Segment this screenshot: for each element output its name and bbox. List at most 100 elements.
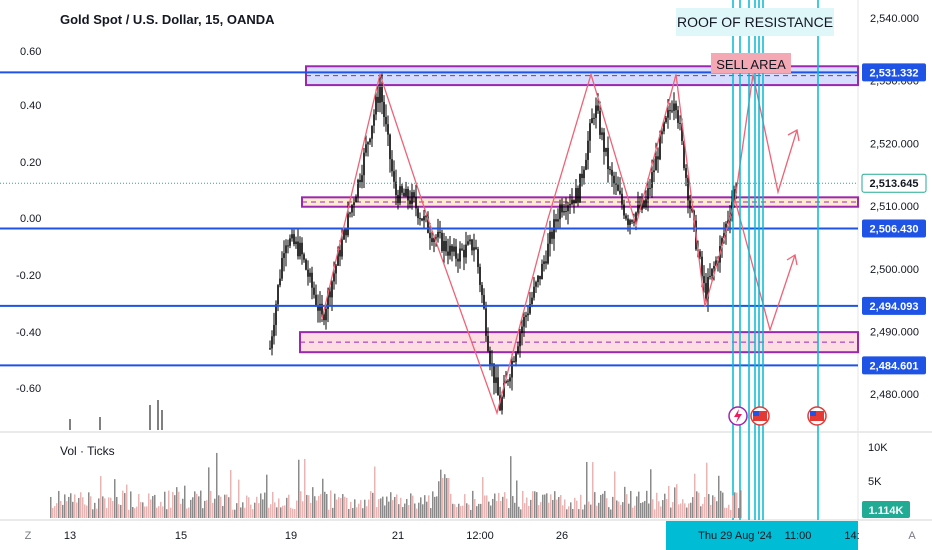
volume-bar <box>524 503 526 518</box>
candle-body <box>495 377 497 383</box>
volume-bar <box>430 508 432 518</box>
candle-body <box>559 204 561 220</box>
volume-bar <box>404 503 406 518</box>
candle-body <box>527 313 529 316</box>
candle-body <box>363 152 365 176</box>
candle-body <box>409 200 411 205</box>
volume-bar <box>636 496 638 518</box>
volume-bar <box>200 490 202 518</box>
volume-bar <box>324 491 326 518</box>
candle-body <box>465 244 467 258</box>
sell-label-bg <box>711 53 791 73</box>
candle-body <box>487 335 489 351</box>
volume-bar <box>696 491 698 518</box>
candle-body <box>337 250 339 266</box>
volume-bar <box>122 490 124 518</box>
volume-bar <box>108 497 110 518</box>
volume-bar <box>560 495 562 518</box>
volume-bar <box>172 491 174 518</box>
volume-bar <box>598 502 600 518</box>
event-icons[interactable] <box>728 406 827 426</box>
volume-bar <box>536 492 538 518</box>
volume-bar <box>668 485 670 518</box>
volume-bar <box>670 507 672 518</box>
candle-body <box>505 380 507 384</box>
projection-arrow-lower[interactable] <box>734 199 796 333</box>
volume-bar <box>460 506 462 518</box>
volume-bar <box>576 500 578 518</box>
arrowhead-icon[interactable] <box>786 253 798 266</box>
volume-bar <box>638 491 640 518</box>
candle-body <box>621 193 623 205</box>
candle-body <box>651 172 653 188</box>
volume-bar <box>310 502 312 518</box>
volume-bar <box>170 507 172 518</box>
volume-bar <box>622 502 624 518</box>
volume-bar <box>274 502 276 518</box>
volume-bar <box>446 478 448 518</box>
volume-bar <box>594 492 596 518</box>
candle-body <box>343 228 345 240</box>
zigzag-pattern-line[interactable] <box>321 72 754 416</box>
volume-bar <box>214 498 216 518</box>
volume-bar <box>574 497 576 518</box>
volume-bar <box>414 503 416 518</box>
volume-bar <box>556 499 558 518</box>
volume-bar <box>640 503 642 518</box>
candle-body <box>377 96 379 103</box>
candle-body <box>531 297 533 305</box>
volume-bar <box>484 495 486 518</box>
candle-body <box>669 110 671 112</box>
volume-bar <box>526 497 528 518</box>
candle-body <box>529 304 531 314</box>
volume-bar <box>248 497 250 518</box>
volume-bar <box>548 502 550 518</box>
candle-body <box>399 186 401 204</box>
projection-arrow-upper[interactable] <box>752 74 798 195</box>
volume-bar <box>720 490 722 518</box>
price-badge <box>862 356 926 375</box>
candles-layer <box>69 73 737 430</box>
volume-bar <box>496 500 498 518</box>
volume-bar <box>70 493 72 518</box>
candle-body <box>349 212 351 214</box>
volume-bar <box>580 494 582 518</box>
volume-bar <box>134 508 136 518</box>
volume-bar <box>402 507 404 518</box>
price-badge <box>862 63 926 82</box>
candle-body <box>515 353 517 362</box>
volume-bar <box>724 507 726 518</box>
candle-body <box>441 232 443 252</box>
volume-bar <box>486 495 488 518</box>
candle-body <box>683 140 685 169</box>
volume-bar <box>294 509 296 518</box>
volume-bar <box>494 493 496 518</box>
volume-bar <box>208 467 210 518</box>
volume-bar <box>50 497 52 518</box>
volume-bar <box>92 509 94 518</box>
volume-bar <box>390 492 392 518</box>
candle-body <box>643 200 645 208</box>
candle-body <box>415 197 417 209</box>
volume-bar <box>626 494 628 518</box>
volume-bar <box>136 506 138 518</box>
volume-bar <box>130 491 132 518</box>
timezone-icon[interactable]: Z <box>25 530 32 542</box>
volume-bar <box>254 502 256 518</box>
symbol-title: Gold Spot / U.S. Dollar, 15, OANDA <box>60 12 275 27</box>
candle-body <box>685 168 687 178</box>
candle-body <box>571 199 573 205</box>
candle-body <box>577 188 579 203</box>
candle-body <box>661 131 663 135</box>
volume-bar <box>344 496 346 518</box>
volume-bar <box>124 493 126 518</box>
volume-bar <box>184 485 186 518</box>
volume-tick: 10K <box>868 442 888 454</box>
candle-body <box>573 199 575 204</box>
price-tick: 2,520.000 <box>870 138 919 150</box>
candle-body <box>593 117 595 119</box>
auto-scale-button[interactable]: A <box>908 530 916 542</box>
volume-bar <box>330 490 332 518</box>
candle-body <box>445 241 447 252</box>
arrowhead-icon[interactable] <box>787 128 800 142</box>
